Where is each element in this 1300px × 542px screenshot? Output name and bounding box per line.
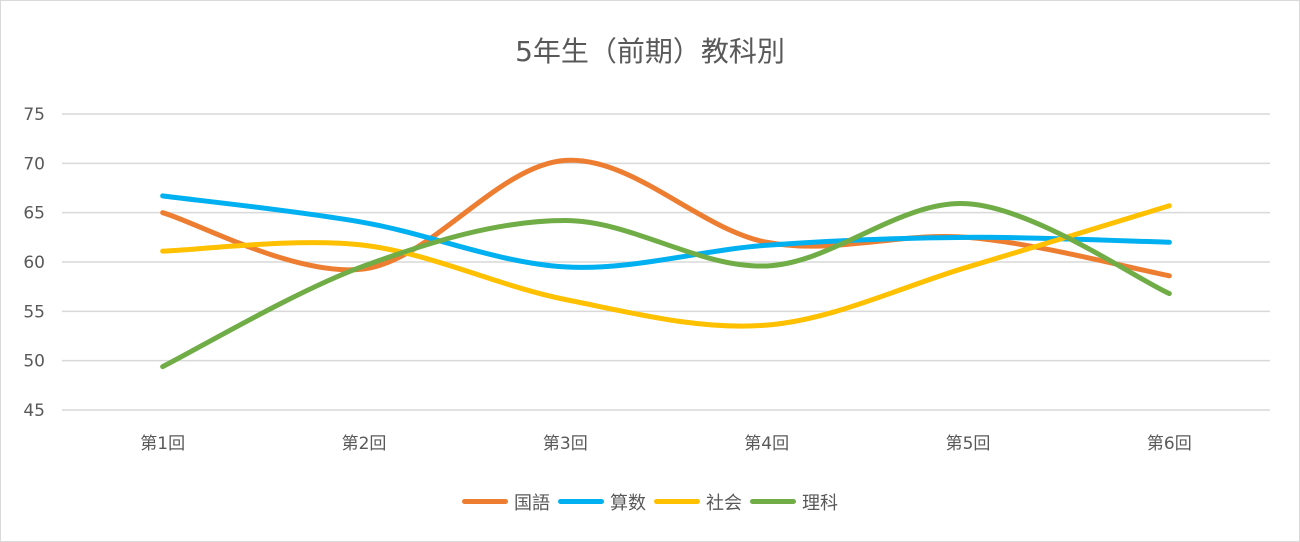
legend-item: 理科 xyxy=(750,489,838,515)
y-tick-label: 65 xyxy=(23,204,45,224)
legend-item: 国語 xyxy=(462,489,550,515)
chart-title: 5年生（前期）教科別 xyxy=(515,35,785,68)
x-tick-label: 第6回 xyxy=(1147,434,1192,454)
y-tick-label: 45 xyxy=(23,401,45,421)
y-tick-label: 50 xyxy=(23,352,45,372)
legend-label: 算数 xyxy=(610,492,646,514)
legend-swatch xyxy=(750,499,796,504)
legend-swatch xyxy=(462,499,508,504)
series-line-4 xyxy=(160,201,1172,370)
x-tick-label: 第4回 xyxy=(744,434,789,454)
y-tick-label: 70 xyxy=(23,154,45,174)
x-tick-label: 第2回 xyxy=(342,434,387,454)
legend-swatch xyxy=(654,499,700,504)
legend-item: 社会 xyxy=(654,489,742,515)
legend-label: 理科 xyxy=(802,492,838,514)
y-tick-label: 75 xyxy=(23,105,45,125)
chart-legend: 国語 算数 社会 理科 xyxy=(0,488,1300,515)
y-tick-label: 55 xyxy=(23,302,45,322)
x-tick-label: 第5回 xyxy=(946,434,991,454)
series-line-3 xyxy=(160,203,1172,329)
legend-label: 社会 xyxy=(706,492,742,514)
legend-item: 算数 xyxy=(558,489,646,515)
y-tick-label: 60 xyxy=(23,253,45,273)
legend-swatch xyxy=(558,499,604,504)
x-tick-label: 第3回 xyxy=(543,434,588,454)
series-line-2 xyxy=(160,193,1172,270)
x-tick-label: 第1回 xyxy=(140,434,185,454)
legend-label: 国語 xyxy=(514,492,550,514)
